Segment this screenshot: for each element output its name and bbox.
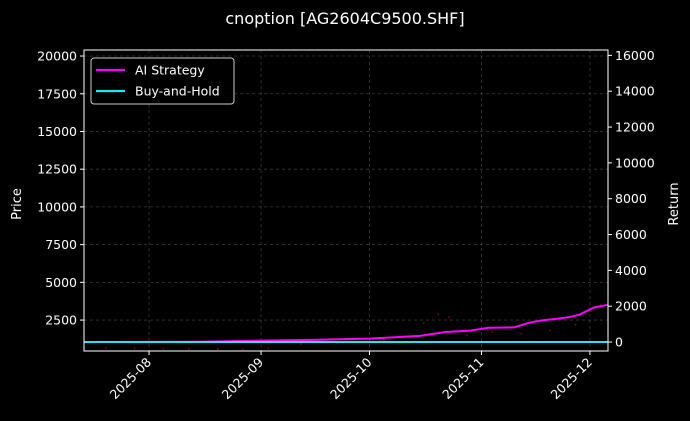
price-point — [242, 348, 244, 351]
price-point — [216, 348, 219, 350]
price-point — [574, 323, 577, 326]
y2-tick-label: 4000 — [615, 263, 647, 278]
price-point — [491, 331, 494, 334]
price-point — [299, 343, 302, 346]
price-point — [437, 313, 440, 315]
ai-strategy-line — [83, 303, 609, 343]
y-tick-label: 5000 — [45, 275, 77, 290]
price-point — [549, 329, 552, 332]
price-point — [133, 347, 136, 350]
chart-title: cnoption [AG2604C9500.SHF] — [225, 9, 464, 28]
y-tick-label: 7500 — [45, 237, 77, 252]
y2-tick-label: 8000 — [615, 191, 647, 206]
y2-tick-label: 12000 — [615, 120, 655, 135]
y-tick-label: 2500 — [45, 313, 77, 328]
y-tick-label: 20000 — [37, 49, 77, 64]
price-point — [187, 347, 190, 350]
price-point — [104, 347, 107, 350]
price-point — [162, 347, 165, 350]
price-point — [466, 334, 468, 337]
y2-axis-ticks: 0 2000 4000 6000 8000 10000 12000 14000 16000 — [608, 48, 655, 350]
y2-tick-label: 0 — [615, 335, 623, 350]
legend-box — [90, 57, 235, 105]
legend: AI Strategy Buy-and-Hold — [90, 57, 235, 105]
plot-frame — [83, 49, 609, 352]
y2-tick-label: 14000 — [615, 84, 655, 99]
price-point — [267, 347, 270, 350]
y-tick-label: 15000 — [37, 124, 77, 139]
price-point — [448, 316, 450, 318]
y2-tick-label: 16000 — [615, 48, 655, 63]
return-series — [83, 303, 609, 343]
y-tick-label: 12500 — [37, 162, 77, 177]
legend-label: AI Strategy — [135, 63, 205, 78]
y-tick-label: 10000 — [37, 199, 77, 214]
price-point — [422, 322, 425, 324]
y-tick-label: 17500 — [37, 86, 77, 101]
legend-label: Buy-and-Hold — [135, 84, 220, 99]
price-point — [383, 338, 385, 341]
y-axis-ticks: 2500 5000 7500 10000 12500 15000 17500 20000 — [37, 49, 84, 328]
y2-tick-label: 2000 — [615, 299, 647, 314]
y-axis-label: Price — [10, 188, 25, 220]
y2-axis-label: Return — [667, 182, 682, 225]
y2-tick-label: 6000 — [615, 227, 647, 242]
price-series — [83, 304, 602, 351]
price-point — [520, 332, 523, 335]
y2-tick-label: 10000 — [615, 155, 655, 170]
